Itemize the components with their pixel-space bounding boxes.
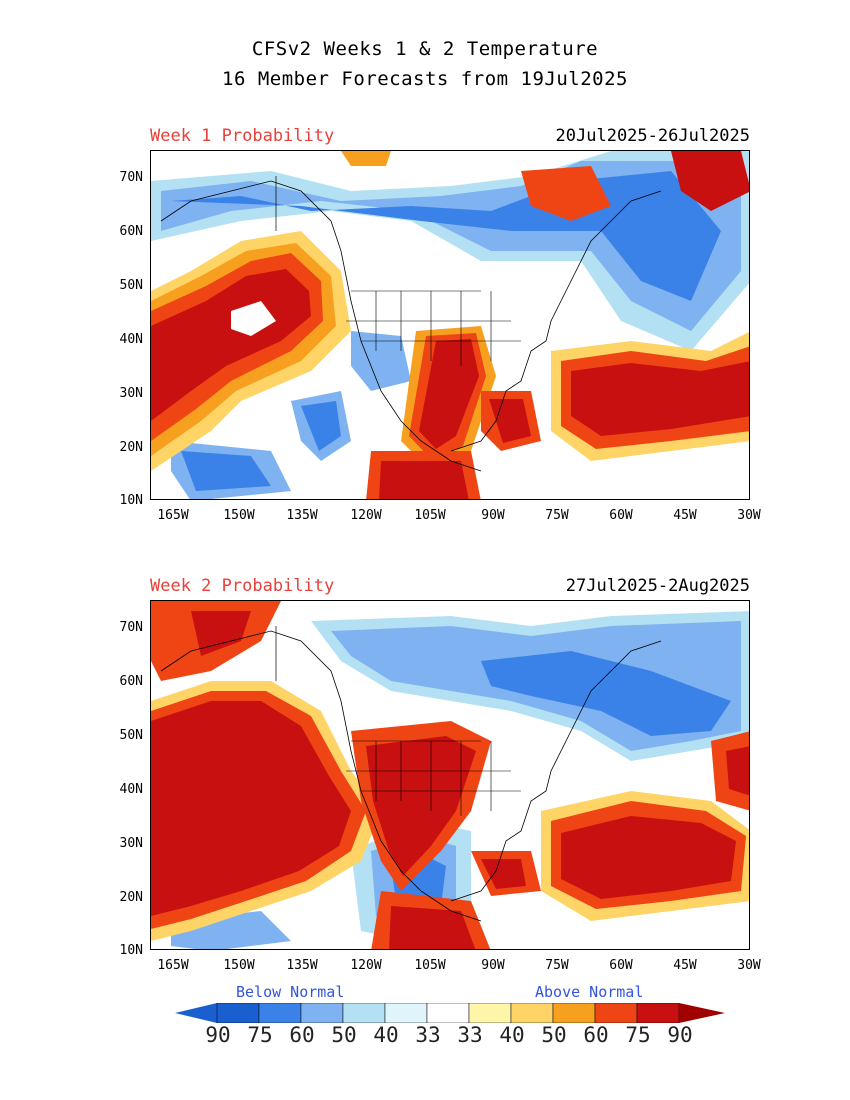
y-tick-label: 70N: [119, 620, 143, 635]
x-tick-label: 90W: [481, 958, 505, 973]
x-tick-label: 45W: [673, 958, 697, 973]
x-tick-label: 150W: [223, 508, 255, 523]
y-tick-label: 30N: [119, 836, 143, 851]
legend-value: 90: [667, 1023, 693, 1047]
x-tick-label: 150W: [223, 958, 255, 973]
legend-below-normal-label: Below Normal: [236, 983, 345, 1001]
x-tick-label: 120W: [350, 958, 382, 973]
y-tick-label: 40N: [119, 782, 143, 797]
y-tick-label: 70N: [119, 170, 143, 185]
color-bar-arrow-below: [175, 1003, 217, 1023]
legend-value: 40: [373, 1023, 399, 1047]
x-tick-label: 120W: [350, 508, 382, 523]
x-tick-label: 90W: [481, 508, 505, 523]
y-tick-label: 50N: [119, 728, 143, 743]
legend-above-normal-label: Above Normal: [535, 983, 644, 1001]
legend-value: 60: [583, 1023, 609, 1047]
chart-title: CFSv2 Weeks 1 & 2 Temperature: [251, 38, 599, 60]
legend-value: 33: [415, 1023, 441, 1047]
x-tick-label: 60W: [609, 508, 633, 523]
week1-date-range: 20Jul2025-26Jul2025: [555, 126, 750, 146]
x-tick-label: 165W: [157, 508, 189, 523]
legend-value: 60: [289, 1023, 315, 1047]
week2-date-range: 27Jul2025-2Aug2025: [565, 576, 750, 596]
x-tick-label: 60W: [609, 958, 633, 973]
chart-subtitle: 16 Member Forecasts from 19Jul2025: [222, 68, 628, 90]
x-tick-label: 45W: [673, 508, 697, 523]
week2-label: Week 2 Probability: [150, 576, 335, 596]
y-tick-label: 60N: [119, 674, 143, 689]
y-tick-label: 50N: [119, 278, 143, 293]
x-tick-label: 75W: [545, 508, 569, 523]
legend-value: 40: [499, 1023, 525, 1047]
color-bar: [175, 1003, 725, 1023]
y-tick-label: 10N: [119, 493, 143, 508]
legend-value: 50: [541, 1023, 567, 1047]
x-tick-label: 30W: [737, 508, 761, 523]
x-tick-label: 75W: [545, 958, 569, 973]
legend-value: 33: [457, 1023, 483, 1047]
legend-value: 50: [331, 1023, 357, 1047]
y-tick-label: 60N: [119, 224, 143, 239]
y-tick-label: 30N: [119, 386, 143, 401]
y-tick-label: 20N: [119, 890, 143, 905]
legend-value: 75: [625, 1023, 651, 1047]
week1-label: Week 1 Probability: [150, 126, 335, 146]
x-tick-label: 105W: [414, 508, 446, 523]
x-tick-label: 30W: [737, 958, 761, 973]
x-tick-label: 165W: [157, 958, 189, 973]
y-tick-label: 10N: [119, 943, 143, 958]
x-tick-label: 135W: [286, 508, 318, 523]
color-bar-arrow-above: [679, 1003, 725, 1023]
x-tick-label: 135W: [286, 958, 318, 973]
legend-value: 90: [205, 1023, 231, 1047]
y-tick-label: 40N: [119, 332, 143, 347]
x-tick-label: 105W: [414, 958, 446, 973]
week2-probability-map: [150, 600, 750, 950]
y-tick-label: 20N: [119, 440, 143, 455]
week1-probability-map: [150, 150, 750, 500]
legend-value: 75: [247, 1023, 273, 1047]
